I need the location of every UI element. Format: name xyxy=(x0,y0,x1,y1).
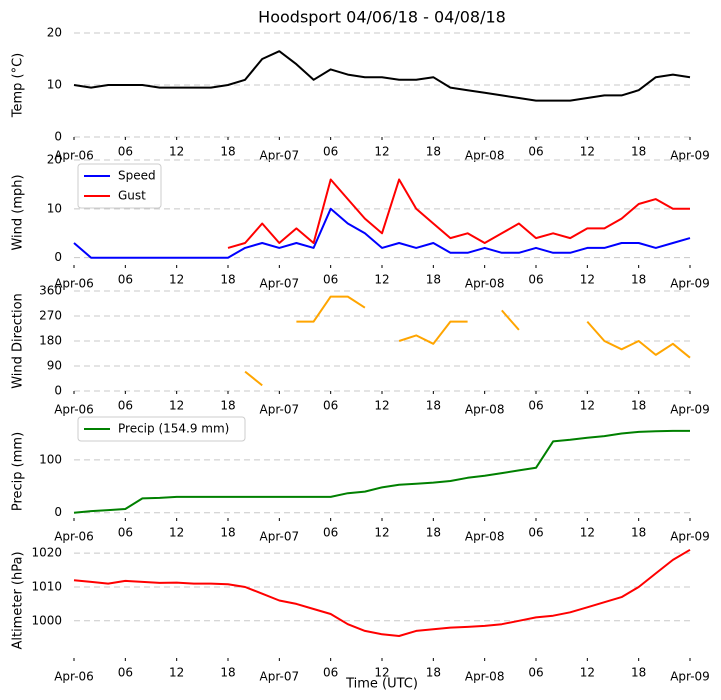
chart-title: Hoodsport 04/06/18 - 04/08/18 xyxy=(258,8,506,27)
x-tick-label: 12 xyxy=(169,145,184,159)
x-tick-label: 18 xyxy=(426,145,441,159)
legend-label: Gust xyxy=(118,189,146,203)
x-axis-label: Time (UTC) xyxy=(345,677,418,692)
x-tick-label: Apr-08 xyxy=(465,530,505,544)
legend-label: Precip (154.9 mm) xyxy=(118,422,229,436)
x-tick-label: 12 xyxy=(374,526,389,540)
x-tick-label: Apr-06 xyxy=(54,277,94,291)
x-tick-label: 06 xyxy=(323,526,338,540)
y-tick-label: 100 xyxy=(39,452,62,466)
x-tick-label: 18 xyxy=(426,273,441,287)
x-tick-label: 12 xyxy=(374,666,389,680)
x-tick-label: Apr-07 xyxy=(260,149,300,163)
y-axis-label: Altimeter (hPa) xyxy=(11,551,26,649)
x-tick-label: 06 xyxy=(528,526,543,540)
y-tick-label: 0 xyxy=(54,505,62,519)
x-tick-label: 12 xyxy=(580,666,595,680)
x-tick-label: 12 xyxy=(169,273,184,287)
x-tick-label: Apr-07 xyxy=(260,277,300,291)
x-tick-label: 18 xyxy=(426,526,441,540)
x-tick-label: 12 xyxy=(580,526,595,540)
y-tick-label: 270 xyxy=(39,309,62,323)
x-tick-label: Apr-07 xyxy=(260,670,300,684)
y-tick-label: 1010 xyxy=(31,579,62,593)
x-tick-label: 06 xyxy=(528,666,543,680)
x-tick-label: 12 xyxy=(169,666,184,680)
data-line xyxy=(73,429,690,514)
x-tick-label: Apr-09 xyxy=(670,530,710,544)
legend-label: Speed xyxy=(118,169,156,183)
y-tick-label: 180 xyxy=(39,334,62,348)
x-tick-label: 06 xyxy=(323,273,338,287)
x-tick-label: 18 xyxy=(220,145,235,159)
data-line xyxy=(73,207,691,259)
x-tick-label: Apr-08 xyxy=(465,277,505,291)
y-tick-label: 0 xyxy=(54,130,62,144)
x-tick-label: Apr-06 xyxy=(54,149,94,163)
x-tick-label: 06 xyxy=(118,526,133,540)
x-tick-label: 18 xyxy=(220,526,235,540)
x-tick-label: 18 xyxy=(631,526,646,540)
x-tick-label: 12 xyxy=(169,526,184,540)
x-tick-label: 12 xyxy=(580,399,595,413)
x-tick-label: 18 xyxy=(631,666,646,680)
x-tick-label: 12 xyxy=(580,273,595,287)
y-tick-label: 20 xyxy=(47,26,62,40)
x-tick-label: 18 xyxy=(631,399,646,413)
data-line xyxy=(73,548,691,637)
y-axis-label: Precip (mm) xyxy=(11,432,26,511)
x-tick-label: 18 xyxy=(220,273,235,287)
x-tick-label: 06 xyxy=(323,666,338,680)
x-tick-label: 18 xyxy=(220,399,235,413)
x-tick-label: 06 xyxy=(118,399,133,413)
y-axis-label: Wind Direction xyxy=(11,293,26,389)
x-tick-label: 18 xyxy=(631,145,646,159)
y-tick-label: 360 xyxy=(39,284,62,298)
x-tick-label: 06 xyxy=(118,273,133,287)
x-tick-label: Apr-06 xyxy=(54,670,94,684)
x-tick-label: 12 xyxy=(374,145,389,159)
x-tick-label: 18 xyxy=(426,666,441,680)
y-tick-label: 10 xyxy=(47,78,62,92)
x-tick-label: 18 xyxy=(631,273,646,287)
x-tick-label: Apr-09 xyxy=(670,670,710,684)
x-tick-label: Apr-07 xyxy=(260,403,300,417)
data-line xyxy=(244,295,691,387)
x-tick-label: 06 xyxy=(528,145,543,159)
y-tick-label: 20 xyxy=(47,153,62,167)
x-tick-label: 12 xyxy=(169,399,184,413)
x-tick-label: 12 xyxy=(374,273,389,287)
x-tick-label: 18 xyxy=(220,666,235,680)
x-tick-label: 06 xyxy=(528,399,543,413)
legend-box xyxy=(77,416,246,442)
x-tick-label: Apr-06 xyxy=(54,530,94,544)
x-tick-label: 12 xyxy=(374,399,389,413)
x-tick-label: Apr-08 xyxy=(465,403,505,417)
x-tick-label: Apr-08 xyxy=(465,149,505,163)
x-tick-label: Apr-08 xyxy=(465,670,505,684)
y-tick-label: 0 xyxy=(54,250,62,264)
y-tick-label: 1020 xyxy=(31,546,62,560)
x-tick-label: 12 xyxy=(580,145,595,159)
y-axis-label: Temp (°C) xyxy=(11,53,26,119)
x-tick-label: 06 xyxy=(528,273,543,287)
y-axis-label: Wind (mph) xyxy=(11,174,26,250)
data-line xyxy=(227,178,690,249)
y-tick-label: 0 xyxy=(54,384,62,398)
y-tick-label: 1000 xyxy=(31,613,62,627)
y-tick-label: 10 xyxy=(47,201,62,215)
x-tick-label: 06 xyxy=(118,145,133,159)
x-tick-label: Apr-06 xyxy=(54,403,94,417)
x-tick-label: Apr-09 xyxy=(670,277,710,291)
x-tick-label: 06 xyxy=(323,145,338,159)
x-tick-label: 18 xyxy=(426,399,441,413)
x-tick-label: 06 xyxy=(118,666,133,680)
y-tick-label: 90 xyxy=(47,359,62,373)
x-tick-label: 06 xyxy=(323,399,338,413)
x-tick-label: Apr-07 xyxy=(260,530,300,544)
x-tick-label: Apr-09 xyxy=(670,149,710,163)
data-line xyxy=(73,50,691,102)
x-tick-label: Apr-09 xyxy=(670,403,710,417)
